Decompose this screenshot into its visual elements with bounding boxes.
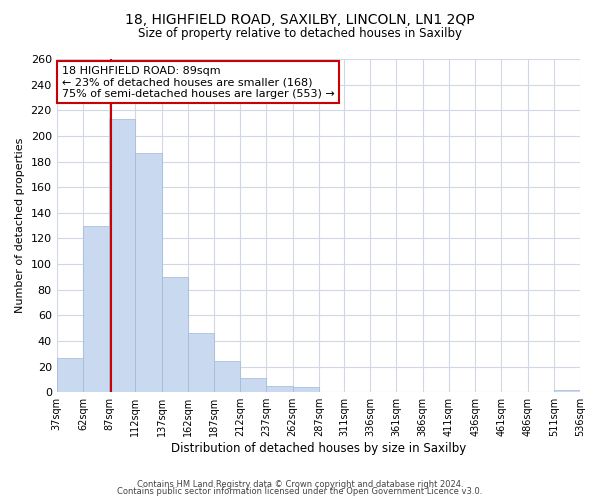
Text: Contains HM Land Registry data © Crown copyright and database right 2024.: Contains HM Land Registry data © Crown c… [137,480,463,489]
Bar [136,152,161,392]
X-axis label: Distribution of detached houses by size in Saxilby: Distribution of detached houses by size … [171,442,466,455]
Bar [188,334,214,392]
Bar [240,378,266,392]
Bar [214,362,240,392]
Bar [83,226,109,392]
Text: 18 HIGHFIELD ROAD: 89sqm
← 23% of detached houses are smaller (168)
75% of semi-: 18 HIGHFIELD ROAD: 89sqm ← 23% of detach… [62,66,335,99]
Text: 18, HIGHFIELD ROAD, SAXILBY, LINCOLN, LN1 2QP: 18, HIGHFIELD ROAD, SAXILBY, LINCOLN, LN… [125,12,475,26]
Bar [56,358,83,392]
Bar [161,277,188,392]
Bar [109,119,136,392]
Text: Contains public sector information licensed under the Open Government Licence v3: Contains public sector information licen… [118,488,482,496]
Text: Size of property relative to detached houses in Saxilby: Size of property relative to detached ho… [138,28,462,40]
Bar [554,390,580,392]
Bar [266,386,293,392]
Y-axis label: Number of detached properties: Number of detached properties [15,138,25,314]
Bar [293,387,319,392]
